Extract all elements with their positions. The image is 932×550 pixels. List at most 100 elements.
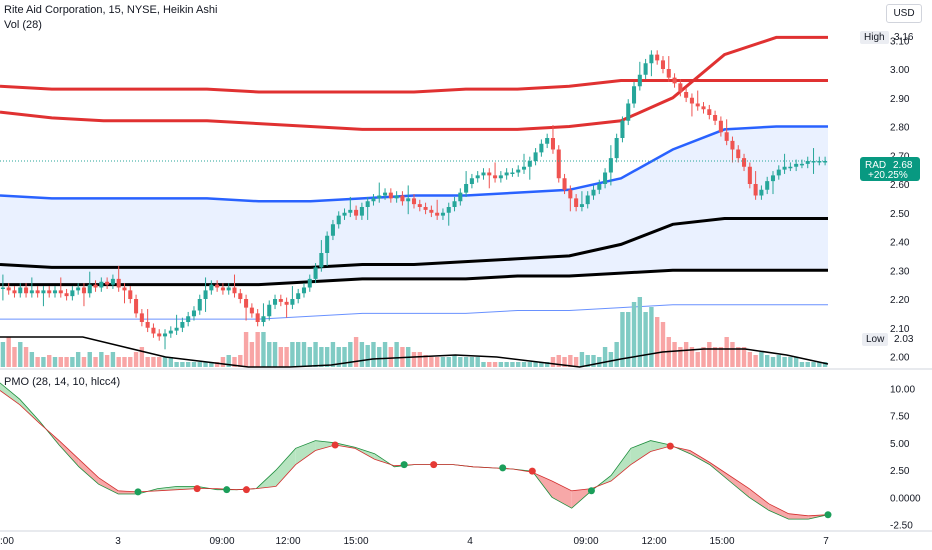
low-label: Low <box>862 333 889 346</box>
candle-body <box>110 278 115 285</box>
candle-body <box>180 322 185 328</box>
volume-bar <box>110 352 116 367</box>
candle-body <box>296 293 301 299</box>
pmo-legend: PMO (28, 14, 10, hlcc4) <box>4 376 121 388</box>
candle-body <box>458 192 463 202</box>
candle-body <box>597 184 602 190</box>
candle-body <box>585 195 590 205</box>
volume-bar <box>93 357 98 367</box>
candle-body <box>660 60 666 69</box>
candles <box>0 50 828 350</box>
volume-bar <box>226 355 231 367</box>
volume-bar <box>423 355 428 367</box>
volume-bar <box>487 362 492 367</box>
candle-body <box>336 215 341 225</box>
candle-body <box>400 195 405 202</box>
candle-body <box>267 304 272 317</box>
volume-bar <box>394 342 399 367</box>
volume-bar <box>562 357 567 367</box>
candle-body <box>359 207 364 216</box>
volume-bar <box>672 342 677 367</box>
candle-body <box>122 287 127 291</box>
candle-body <box>736 149 741 159</box>
time-tick-label: 15:00 <box>343 536 368 547</box>
candle-body <box>162 333 168 337</box>
time-tick-label: 12:00 <box>275 536 300 547</box>
pmo-cross-up-marker <box>400 461 408 469</box>
volume-bar <box>272 342 278 367</box>
candle-body <box>128 290 133 299</box>
bollinger-bands <box>0 35 828 320</box>
volume-bar <box>805 362 810 367</box>
price-tick-label: 2.20 <box>890 295 910 306</box>
candle-body <box>215 284 220 288</box>
candle-body <box>377 195 382 199</box>
pmo-fill-down <box>788 513 809 520</box>
candle-body <box>116 278 121 288</box>
volume-bar <box>492 362 498 367</box>
volume-bar <box>348 342 353 367</box>
volume-bar <box>608 352 614 367</box>
volume-legend: Vol (28) <box>4 19 42 31</box>
volume-bar <box>290 342 295 367</box>
pmo-cross-up-marker <box>499 464 507 472</box>
volume-bar <box>185 362 191 367</box>
volume-bar <box>267 342 272 367</box>
pmo-fill-down <box>552 480 572 509</box>
volume-bar <box>718 347 724 367</box>
volume-bar <box>736 347 741 367</box>
volume-bar <box>707 342 712 367</box>
pmo-cross-down-marker <box>666 442 674 450</box>
pmo-tick-label: 2.50 <box>890 466 910 477</box>
candle-body <box>707 109 712 115</box>
candle-body <box>440 212 445 216</box>
candle-body <box>203 290 208 299</box>
volume-bar <box>255 332 260 367</box>
candle-body <box>510 172 515 174</box>
volume-bar <box>81 357 87 367</box>
currency-button[interactable]: USD <box>886 4 922 23</box>
volume-bar <box>475 357 480 367</box>
candle-body <box>105 281 110 285</box>
volume-bar <box>573 357 579 367</box>
pmo-fill-down <box>749 488 769 511</box>
volume-bar <box>324 347 330 367</box>
candle-body <box>354 209 359 216</box>
volume-bar <box>99 352 104 367</box>
candle-body <box>64 293 69 297</box>
high-label: High <box>860 31 889 44</box>
candle-body <box>429 209 434 213</box>
volume-bar <box>12 347 17 367</box>
candle-body <box>730 140 735 150</box>
pmo-cross-up-marker <box>223 486 231 494</box>
volume-bar <box>330 342 336 367</box>
candle-body <box>562 178 567 190</box>
candle-body <box>823 161 828 163</box>
volume-bar <box>128 357 133 367</box>
upper-band-outer-line <box>0 79 828 94</box>
candle-body <box>186 316 191 322</box>
volume-bar <box>591 355 596 367</box>
candle-body <box>232 287 237 294</box>
candle-body <box>782 166 787 170</box>
volume-bar <box>689 347 695 367</box>
volume-bar <box>498 362 504 367</box>
volume-bar <box>139 347 145 367</box>
candle-body <box>643 63 648 75</box>
pmo-fill-down <box>729 475 750 498</box>
candle-body <box>678 83 683 92</box>
candle-body <box>406 198 411 202</box>
candle-body <box>539 143 544 153</box>
candle-body <box>556 149 561 179</box>
candle-body <box>574 198 579 207</box>
volume-bar <box>87 352 92 367</box>
candle-body <box>197 299 202 311</box>
time-tick-label: 4 <box>467 536 473 547</box>
candle-body <box>87 284 92 294</box>
volume-bar <box>637 297 643 367</box>
pmo-fill-up <box>611 448 631 481</box>
candle-body <box>301 287 307 294</box>
candle-body <box>191 310 196 317</box>
volume-bar <box>741 347 747 367</box>
